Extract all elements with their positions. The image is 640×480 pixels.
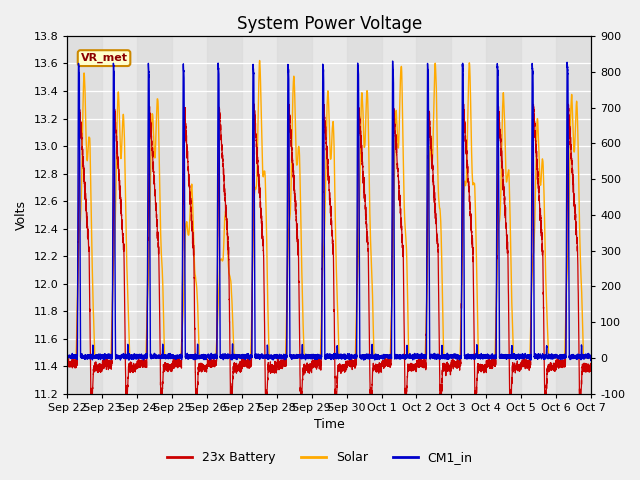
Bar xyxy=(207,36,242,394)
Text: VR_met: VR_met xyxy=(81,53,127,63)
Bar xyxy=(137,36,172,394)
Bar xyxy=(67,36,102,394)
Bar xyxy=(347,36,381,394)
Legend: 23x Battery, Solar, CM1_in: 23x Battery, Solar, CM1_in xyxy=(163,446,477,469)
Bar xyxy=(417,36,451,394)
Bar xyxy=(486,36,521,394)
Bar xyxy=(556,36,591,394)
Title: System Power Voltage: System Power Voltage xyxy=(237,15,422,33)
X-axis label: Time: Time xyxy=(314,419,344,432)
Y-axis label: Volts: Volts xyxy=(15,200,28,230)
Bar xyxy=(277,36,312,394)
